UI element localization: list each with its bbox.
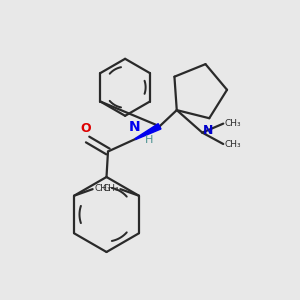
Polygon shape bbox=[135, 124, 161, 140]
Text: N: N bbox=[129, 120, 141, 134]
Text: O: O bbox=[80, 122, 91, 135]
Text: H: H bbox=[145, 135, 153, 146]
Text: CH₃: CH₃ bbox=[94, 184, 111, 193]
Text: CH₃: CH₃ bbox=[102, 184, 119, 193]
Text: CH₃: CH₃ bbox=[224, 140, 241, 148]
Text: CH₃: CH₃ bbox=[224, 119, 241, 128]
Text: N: N bbox=[203, 124, 213, 137]
